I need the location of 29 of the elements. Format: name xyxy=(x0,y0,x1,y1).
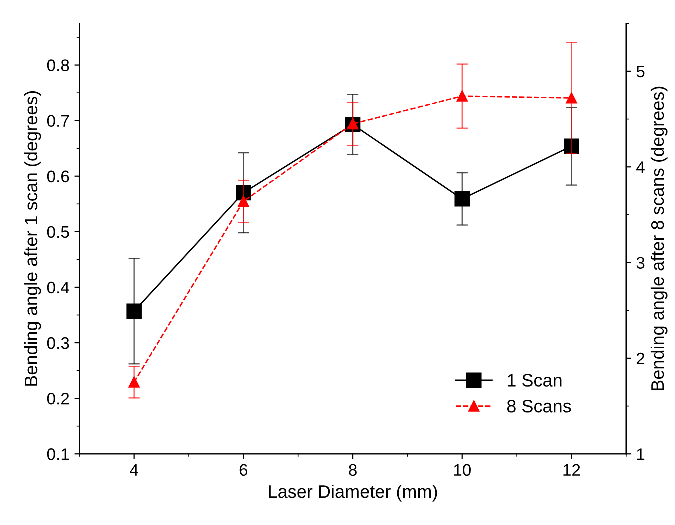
y-tick-label: 0.7 xyxy=(47,115,70,128)
y-tick-label: 0.5 xyxy=(47,226,70,238)
x-tick-label: 8 xyxy=(349,464,357,476)
x-axis-title: Laser Diameter (mm) xyxy=(269,484,438,502)
y-tick-label: 0.2 xyxy=(47,392,70,405)
y-tick-label: 0.4 xyxy=(47,282,70,294)
y-tick-label: 0.3 xyxy=(47,337,70,350)
x-tick-label: 6 xyxy=(240,464,248,476)
point xyxy=(128,376,140,388)
y-tick-label: 0.1 xyxy=(47,448,70,460)
y-tick-label: 0.6 xyxy=(47,170,70,183)
point xyxy=(454,192,470,207)
x-tick-label: 10 xyxy=(454,464,471,476)
y2-tick-label: 1 xyxy=(637,448,645,460)
y2-axis-title: Bending angle after 8 scans (degrees) xyxy=(650,86,668,390)
point xyxy=(238,196,250,208)
y2-tick-label: 3 xyxy=(636,257,645,269)
y-axis-title: Bending angle after 1 scan (degrees) xyxy=(24,91,42,386)
x-tick-label: 12 xyxy=(564,464,580,476)
y-tick-label: 0.8 xyxy=(47,60,70,72)
x-tick-label: 4 xyxy=(130,464,138,476)
point xyxy=(566,92,578,104)
y2-tick-label: 5 xyxy=(636,66,645,78)
legend-label: 1 Scan xyxy=(508,374,562,387)
point xyxy=(126,304,142,320)
legend-label: 8 Scans xyxy=(507,400,572,413)
y2-tick-label: 4 xyxy=(636,162,645,174)
point xyxy=(456,90,468,102)
y2-tick-label: 2 xyxy=(636,352,645,364)
